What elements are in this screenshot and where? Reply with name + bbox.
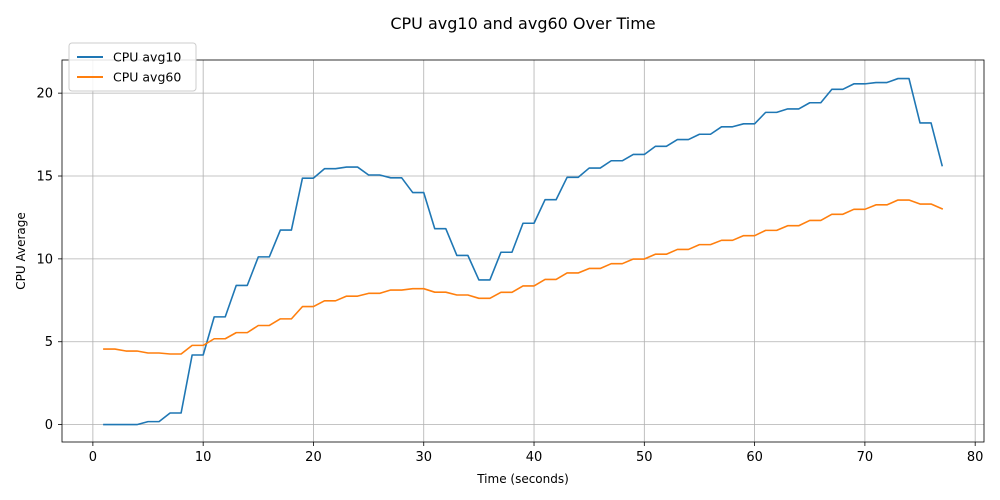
plot-frame — [61, 59, 985, 443]
y-tick-label: 10 — [36, 252, 53, 267]
series-line-avg10 — [103, 77, 944, 426]
x-axis-label: Time (seconds) — [476, 472, 569, 486]
x-tick-label: 20 — [305, 450, 322, 465]
x-axis: 0 10 20 30 40 50 60 70 80 — [89, 442, 984, 465]
y-tick-label: 20 — [36, 87, 53, 102]
x-tick-label: 30 — [415, 450, 432, 465]
x-tick-label: 80 — [967, 450, 984, 465]
x-tick-label: 0 — [89, 450, 97, 465]
grid — [62, 60, 984, 442]
plot-background — [62, 60, 984, 442]
x-tick-label: 10 — [195, 450, 212, 465]
legend: CPU avg10 CPU avg60 — [68, 42, 197, 92]
y-tick-label: 15 — [36, 170, 53, 185]
legend-box — [68, 42, 197, 92]
y-axis-label: CPU Average — [14, 212, 28, 290]
legend-label-avg60: CPU avg60 — [113, 70, 181, 85]
series-layer — [103, 77, 944, 426]
legend-label-avg10: CPU avg10 — [113, 50, 181, 65]
x-tick-label: 70 — [857, 450, 874, 465]
y-tick-label: 0 — [45, 418, 53, 433]
x-tick-label: 50 — [636, 450, 653, 465]
chart-title: CPU avg10 and avg60 Over Time — [390, 14, 655, 33]
x-tick-label: 40 — [526, 450, 543, 465]
x-tick-label: 60 — [746, 450, 763, 465]
y-axis: 0 5 10 15 20 — [36, 87, 62, 433]
y-tick-label: 5 — [45, 335, 53, 350]
series-line-avg60 — [103, 199, 944, 355]
